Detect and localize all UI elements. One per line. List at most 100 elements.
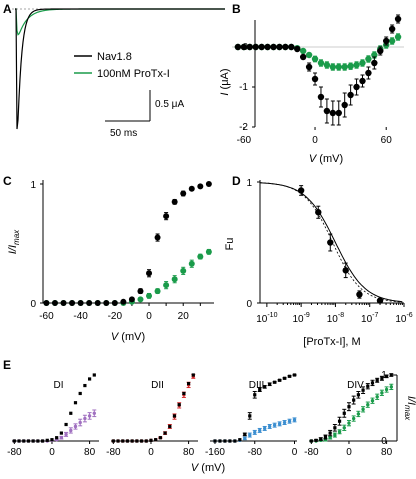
e-point-protx <box>292 418 297 422</box>
d-xtick-exp: -6 <box>406 312 412 319</box>
e-point-protx <box>337 430 342 434</box>
c-xtick-label: 0 <box>146 311 152 322</box>
e-point-control <box>36 439 40 443</box>
e-point-protx <box>384 387 389 392</box>
b-point-protx <box>353 61 360 69</box>
b-ylabel-unit: (μA) <box>219 68 231 92</box>
d-xlabel: [ProTx-I], M <box>303 336 360 348</box>
c-point-control <box>111 300 118 306</box>
e-xtick-label: -80 <box>248 447 263 458</box>
e-point-control <box>116 439 120 443</box>
d-xtick-label: 10-6 <box>395 312 412 325</box>
d-xtick-exp: -10 <box>267 312 277 319</box>
e-point-control <box>50 438 54 442</box>
e-point-protx <box>380 391 384 395</box>
b-point-protx <box>305 51 313 59</box>
e-point-control <box>45 438 49 442</box>
b-point-control <box>317 93 325 101</box>
e-xtick-label: 0 <box>292 447 298 458</box>
e-point-protx <box>87 414 92 418</box>
e-point-control <box>292 373 297 377</box>
e-point-protx <box>366 403 370 407</box>
b-point-protx <box>388 37 396 45</box>
d-point <box>315 209 322 216</box>
c-point-control <box>86 300 93 306</box>
b-point-protx <box>341 63 348 71</box>
e-subpanel-3: DIV-80 0 80 <box>304 373 396 458</box>
e-point-control <box>323 435 328 439</box>
c-xtick-label: 20 <box>178 311 190 322</box>
d-ytick-label: 1 <box>246 178 252 189</box>
e-xtick-label: 80 <box>381 447 393 458</box>
e-ylabel-main: I/I <box>405 396 416 405</box>
c-point-protx <box>180 267 187 274</box>
e-right-tick-label-0: 0 <box>381 436 387 447</box>
c-point-control <box>43 300 50 306</box>
c-point-protx <box>154 288 161 295</box>
e-point-protx <box>333 433 337 437</box>
panel-letter-c: C <box>3 174 12 188</box>
b-point-control <box>288 43 295 51</box>
b-point-protx <box>347 62 354 70</box>
c-point-control <box>163 213 170 220</box>
c-ytick-label: 0 <box>30 299 36 310</box>
b-point-control <box>347 91 354 99</box>
e-point-protx <box>282 420 287 425</box>
e-point-protx <box>267 424 272 429</box>
d-point <box>376 297 384 304</box>
e-point-control <box>333 426 337 430</box>
e-point-control <box>139 439 144 443</box>
e-point-control <box>12 439 16 443</box>
e-point-control <box>243 432 247 436</box>
c-ylabel: I/Imax <box>7 229 21 254</box>
e-point-control <box>248 414 252 418</box>
e-point-protx <box>262 426 267 431</box>
e-xtick-label: 0 <box>346 447 352 458</box>
b-point-control <box>371 59 378 67</box>
e-point-control <box>186 381 191 386</box>
e-subpanel-title: DI <box>54 380 64 391</box>
c-point-control <box>146 270 153 277</box>
c-xtick-label: -40 <box>73 311 88 322</box>
b-point-protx <box>394 33 402 41</box>
d-ytick-label: 0 <box>246 299 252 310</box>
e-point-control <box>347 405 351 409</box>
e-subpanel-2: DIII -160 -80 0 <box>205 373 298 458</box>
b-point-protx <box>311 55 319 63</box>
e-subpanel-0: DI -80 0 80 <box>7 373 99 458</box>
e-point-control <box>26 439 31 443</box>
e-point-control <box>135 439 139 443</box>
c-ylabel-sub: max <box>12 229 21 245</box>
d-xtick-label: 10-10 <box>256 312 277 325</box>
c-point-control <box>103 300 110 306</box>
e-point-control <box>111 439 115 443</box>
e-point-control <box>342 411 346 415</box>
e-point-control <box>258 387 262 392</box>
b-point-control <box>270 43 277 51</box>
e-point-control <box>253 393 257 397</box>
e-xtick-label: 0 <box>49 447 55 458</box>
b-xtick-label: 0 <box>312 135 318 146</box>
b-point-control <box>276 43 283 51</box>
e-point-control <box>177 403 181 407</box>
b-point-control <box>252 43 259 51</box>
e-xtick-label: 80 <box>84 447 96 458</box>
e-point-control <box>78 391 82 396</box>
c-xtick-label: -20 <box>108 311 123 322</box>
e-point-protx <box>389 385 393 389</box>
e-point-control <box>69 411 73 415</box>
control-trace <box>15 8 225 130</box>
e-point-control <box>154 438 158 442</box>
panel-letter-a: A <box>3 2 12 16</box>
e-point-control <box>158 436 162 440</box>
e-point-control <box>92 373 96 377</box>
e-point-control <box>40 439 45 443</box>
e-point-protx <box>351 416 356 421</box>
e-xlabel-unit: (mV) <box>198 462 225 474</box>
c-point-control <box>137 288 144 295</box>
e-point-control <box>263 385 267 389</box>
e-point-control <box>59 431 63 435</box>
